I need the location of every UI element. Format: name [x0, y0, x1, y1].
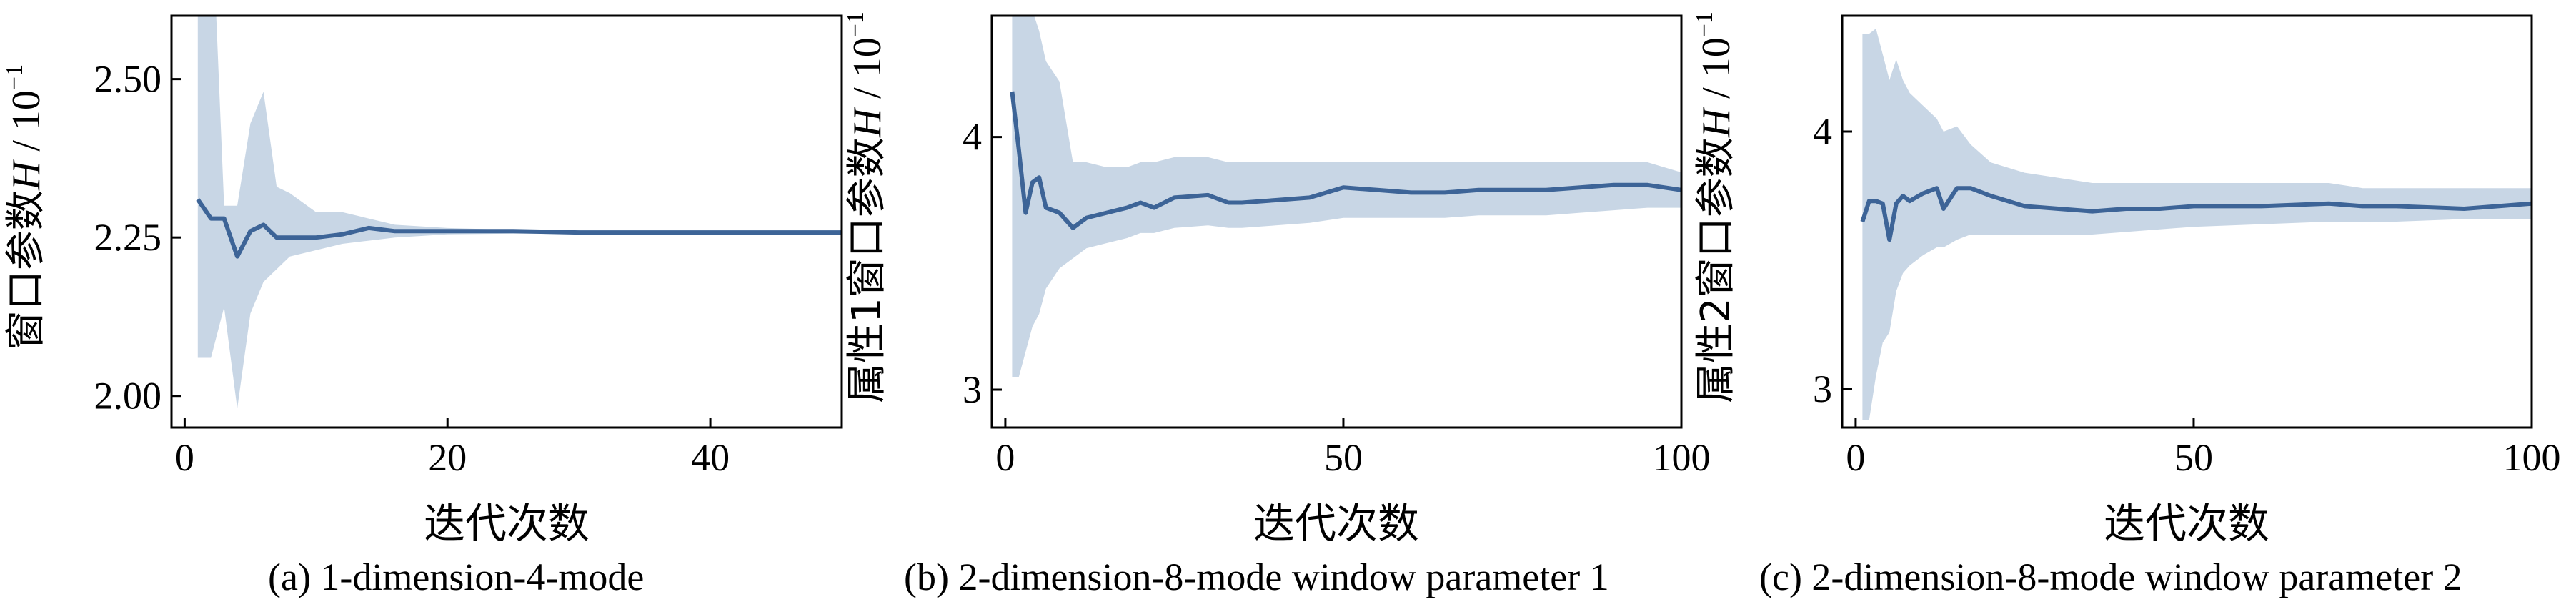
x-tick-label: 20	[428, 436, 467, 479]
y-tick-label: 2.25	[94, 216, 162, 259]
x-axis-label: 迭代次数	[2104, 499, 2269, 548]
y-axis-label-symbol: H	[1694, 107, 1739, 138]
plot-area	[1860, 29, 2532, 420]
y-tick-label: 3	[963, 368, 982, 411]
x-tick-label: 0	[995, 436, 1015, 479]
chart-b-svg: 0 50 100 3 4 迭代次数 属性1窗口参数H / 10−1	[842, 11, 1711, 548]
y-axis-label-exponent: −1	[842, 11, 869, 37]
y-axis-label-text: 窗口参数	[3, 190, 49, 350]
y-axis-label-slash: /	[4, 130, 49, 162]
y-axis-label-slash: /	[1694, 77, 1739, 109]
series-line	[196, 198, 842, 259]
plot-area	[196, 16, 842, 409]
axes-frame	[990, 14, 1683, 429]
y-axis-label-exponent: −1	[1691, 11, 1718, 37]
y-tick-label: 3	[1813, 367, 1832, 410]
series-line	[1010, 91, 1681, 230]
y-axis-label-unit: 10	[4, 90, 49, 130]
confidence-band	[1862, 29, 2532, 420]
y-axis-label-unit: 10	[1694, 37, 1739, 77]
x-tick-label: 40	[691, 436, 730, 479]
series-line	[1860, 186, 2532, 242]
axes-frame	[170, 14, 843, 429]
x-tick-label: 50	[1324, 436, 1363, 479]
y-axis-label-symbol: H	[845, 107, 890, 138]
y-tick-label: 4	[1813, 110, 1832, 153]
x-axis-label: 迭代次数	[424, 499, 590, 548]
confidence-band	[1012, 16, 1681, 377]
y-axis-label-exponent: −1	[1, 64, 28, 90]
caption-b: (b) 2-dimension-8-mode window parameter …	[904, 556, 1609, 598]
y-axis-label-text: 属性2窗口参数	[1693, 137, 1739, 403]
x-tick-label: 100	[2503, 436, 2561, 479]
confidence-band	[197, 16, 842, 409]
x-axis-label: 迭代次数	[1253, 499, 1419, 548]
x-tick-label: 50	[2174, 436, 2213, 479]
caption-c: (c) 2-dimension-8-mode window parameter …	[1759, 556, 2462, 598]
x-tick-label: 0	[175, 436, 194, 479]
plot-area	[1010, 16, 1681, 377]
x-tick-label: 100	[1653, 436, 1711, 479]
y-axis-label: 窗口参数H / 10−1	[1, 64, 49, 350]
y-axis-label-symbol: H	[4, 159, 49, 191]
y-axis-label-text: 属性1窗口参数	[844, 137, 890, 403]
axes-frame	[1841, 14, 2533, 429]
y-tick-label: 2.00	[94, 375, 162, 418]
chart-a-svg: 0 20 40 2.00 2.25 2.50 迭代次数 窗口参数H / 10−1	[1, 14, 843, 548]
y-axis-label-slash: /	[845, 77, 890, 109]
y-tick-label: 4	[963, 116, 982, 159]
y-axis-label: 属性2窗口参数H / 10−1	[1691, 11, 1739, 403]
y-axis-label: 属性1窗口参数H / 10−1	[842, 11, 890, 403]
x-tick-label: 0	[1846, 436, 1865, 479]
chart-c-svg: 0 50 100 3 4 迭代次数 属性2窗口参数H / 10−1	[1691, 11, 2561, 548]
y-axis-label-unit: 10	[845, 37, 890, 77]
caption-a: (a) 1-dimension-4-mode	[268, 556, 645, 598]
y-tick-label: 2.50	[94, 58, 162, 101]
